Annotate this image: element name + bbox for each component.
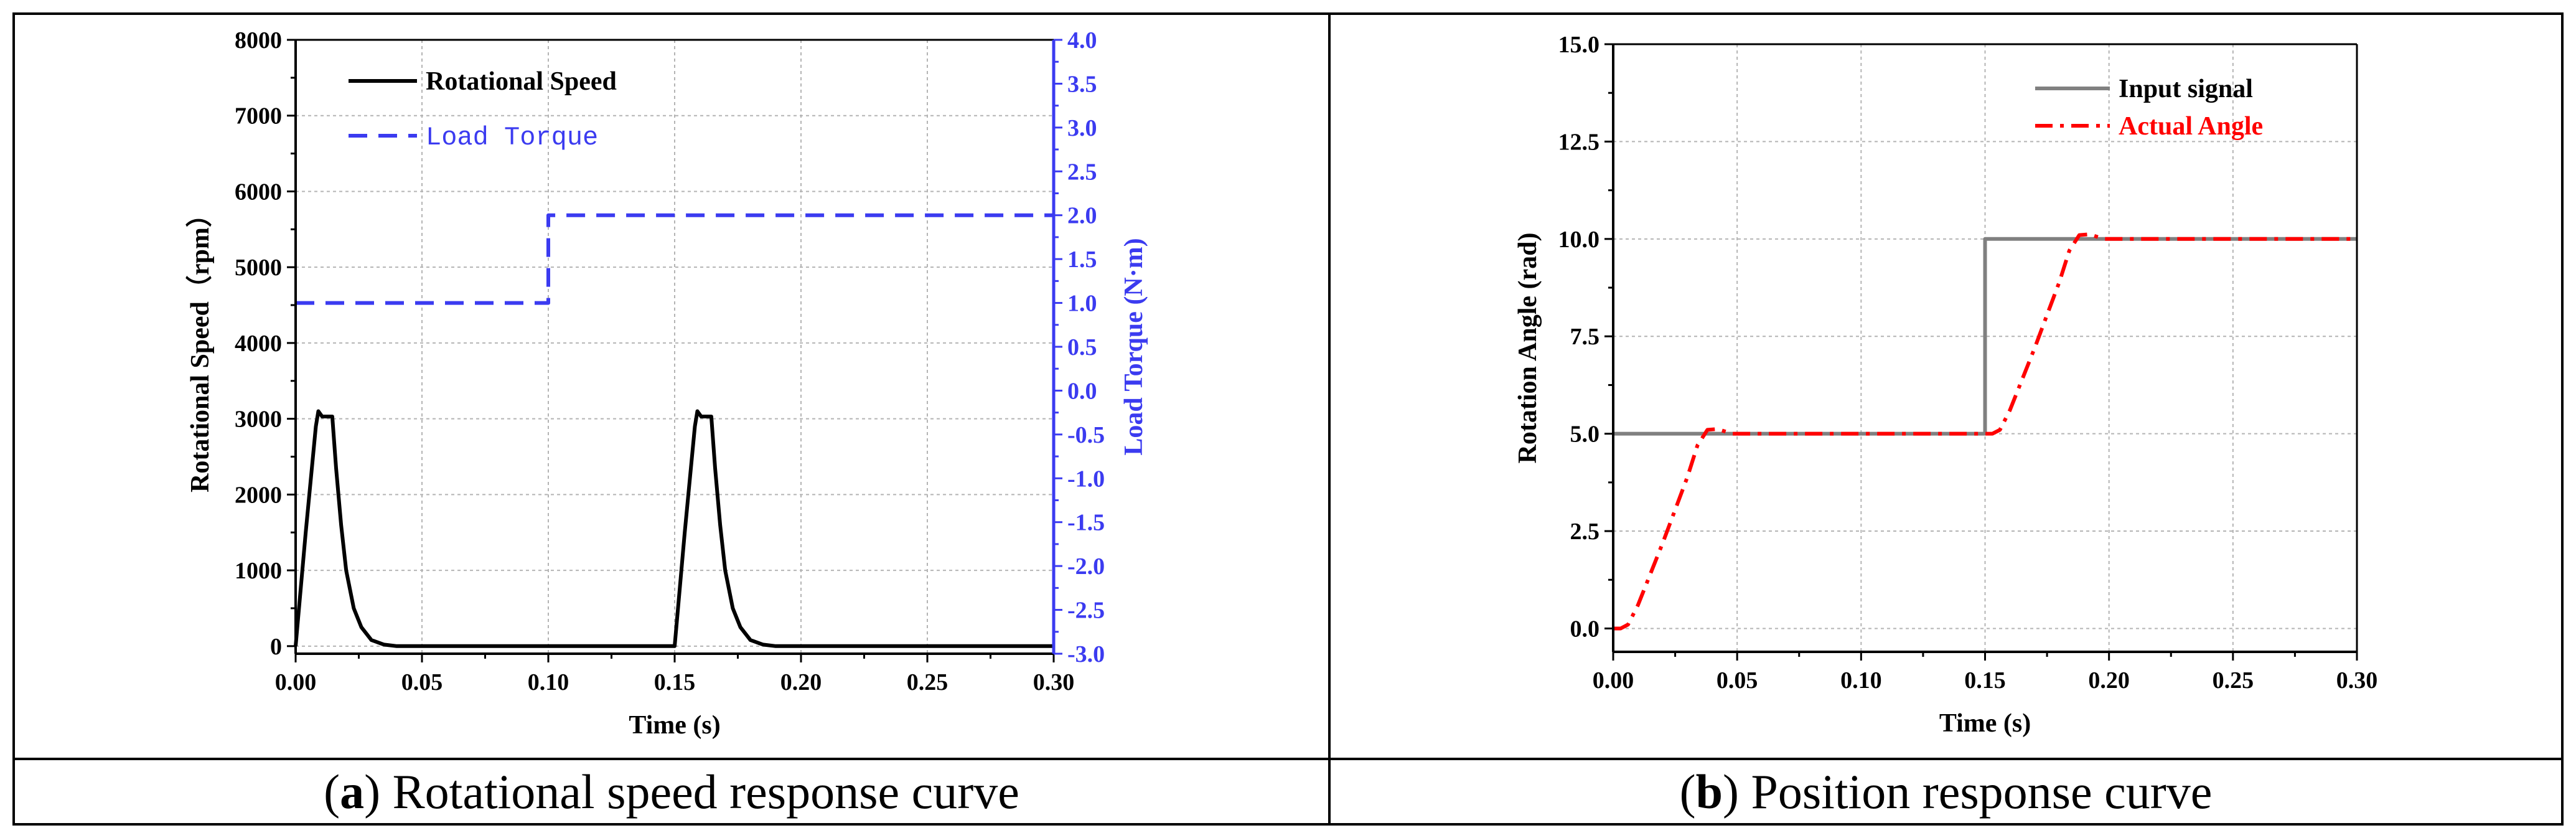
y2-tick-label-a: 0.0 bbox=[1067, 378, 1097, 404]
caption-b: (b) Position response curve bbox=[1679, 765, 2213, 819]
y-tick-label-b: 15.0 bbox=[1558, 32, 1600, 58]
caption-a-tag: a bbox=[340, 765, 365, 819]
y2-tick-label-a: -2.0 bbox=[1067, 553, 1105, 580]
y2-tick-label-a: 0.5 bbox=[1067, 334, 1097, 360]
caption-divider bbox=[12, 758, 2564, 760]
y2-tick-label-a: -1.5 bbox=[1067, 510, 1105, 536]
x-tick-label-a: 0.00 bbox=[275, 669, 317, 695]
y2-tick-label-a: -3.0 bbox=[1067, 641, 1105, 667]
y-tick-label-b: 2.5 bbox=[1570, 519, 1600, 545]
series-line-a-0 bbox=[294, 409, 1054, 648]
y2-tick-label-a: -0.5 bbox=[1067, 422, 1105, 448]
panel-divider bbox=[1328, 12, 1331, 826]
caption-a-text: Rotational speed response curve bbox=[392, 765, 1019, 819]
y-axis-title-a: Rotational Speed（rpm） bbox=[185, 201, 215, 492]
y2-tick-label-a: 1.5 bbox=[1067, 247, 1097, 273]
y-tick-label-a: 1000 bbox=[235, 558, 282, 584]
y2-tick-label-a: -1.0 bbox=[1067, 466, 1105, 492]
y-tick-label-a: 2000 bbox=[235, 482, 282, 508]
legend-label-a-1: Load Torque bbox=[426, 123, 598, 153]
x-tick-label-a: 0.10 bbox=[528, 669, 569, 695]
figure-frame bbox=[12, 12, 2564, 826]
y-tick-label-b: 10.0 bbox=[1558, 227, 1600, 253]
x-tick-label-b: 0.30 bbox=[2336, 667, 2378, 694]
y-tick-label-b: 0.0 bbox=[1570, 616, 1600, 642]
series-line-b-0 bbox=[1613, 237, 2357, 436]
y-tick-label-a: 6000 bbox=[235, 179, 282, 205]
y-tick-label-b: 7.5 bbox=[1570, 324, 1600, 350]
x-tick-label-b: 0.00 bbox=[1593, 667, 1634, 694]
y-tick-label-a: 7000 bbox=[235, 103, 282, 129]
x-tick-label-b: 0.15 bbox=[1964, 667, 2006, 694]
x-tick-label-b: 0.10 bbox=[1840, 667, 1882, 694]
x-tick-label-b: 0.05 bbox=[1717, 667, 1758, 694]
y2-tick-label-a: 2.5 bbox=[1067, 159, 1097, 185]
y2-tick-label-a: 3.5 bbox=[1067, 71, 1097, 97]
x-tick-label-a: 0.05 bbox=[401, 669, 443, 695]
legend-label-b-0: Input signal bbox=[2119, 75, 2253, 103]
y2-axis-title-a: Load Torque (N·m) bbox=[1120, 238, 1148, 455]
caption-a: (a) Rotational speed response curve bbox=[324, 765, 1019, 819]
legend-label-a-0: Rotational Speed bbox=[426, 67, 617, 96]
series-line-b-1 bbox=[1613, 232, 2357, 631]
y2-tick-label-a: 4.0 bbox=[1067, 27, 1097, 54]
y2-tick-label-a: 2.0 bbox=[1067, 203, 1097, 229]
y-tick-label-b: 5.0 bbox=[1570, 421, 1600, 448]
x-tick-label-b: 0.20 bbox=[2088, 667, 2130, 694]
y-tick-label-a: 4000 bbox=[235, 331, 282, 357]
series-line-a-1 bbox=[296, 213, 1054, 305]
x-tick-label-a: 0.30 bbox=[1033, 669, 1075, 695]
y2-tick-label-a: -2.5 bbox=[1067, 598, 1105, 624]
y-tick-label-b: 12.5 bbox=[1558, 129, 1600, 155]
x-tick-label-a: 0.20 bbox=[780, 669, 822, 695]
x-tick-label-b: 0.25 bbox=[2213, 667, 2254, 694]
caption-b-text: Position response curve bbox=[1751, 765, 2213, 819]
x-tick-label-a: 0.15 bbox=[654, 669, 696, 695]
legend-label-b-1: Actual Angle bbox=[2119, 112, 2263, 141]
y-tick-label-a: 0 bbox=[270, 634, 282, 660]
caption-b-tag: b bbox=[1695, 765, 1723, 819]
y2-tick-label-a: 1.0 bbox=[1067, 291, 1097, 317]
x-tick-label-a: 0.25 bbox=[907, 669, 948, 695]
x-axis-title-b: Time (s) bbox=[1939, 709, 2031, 738]
x-axis-title-a: Time (s) bbox=[629, 711, 720, 740]
y2-tick-label-a: 3.0 bbox=[1067, 115, 1097, 141]
y-tick-label-a: 5000 bbox=[235, 255, 282, 281]
y-tick-label-a: 8000 bbox=[235, 27, 282, 54]
y-axis-title-b: Rotation Angle (rad) bbox=[1514, 233, 1542, 464]
y-tick-label-a: 3000 bbox=[235, 407, 282, 433]
